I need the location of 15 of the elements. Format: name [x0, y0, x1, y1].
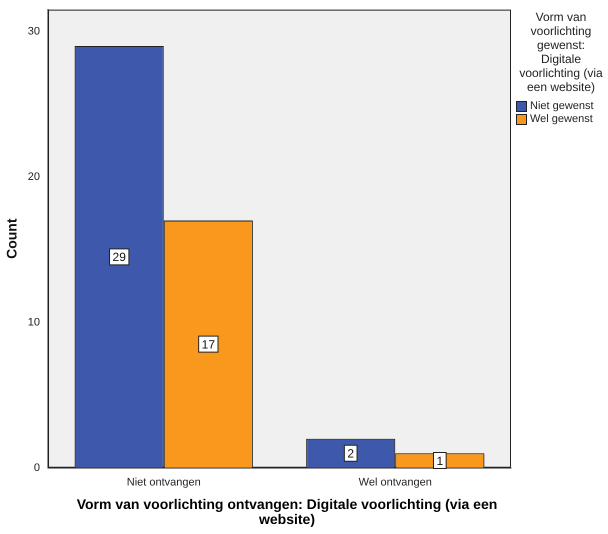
data-label: 2: [347, 446, 354, 461]
y-tick-label: 20: [28, 170, 40, 183]
legend-label: Wel gewenst: [530, 113, 593, 125]
y-tick-label: 10: [28, 316, 40, 328]
data-label: 17: [202, 337, 216, 352]
data-label: 1: [436, 454, 444, 468]
x-tick-label: Niet ontvangen: [126, 476, 201, 488]
legend-title: Vorm van voorlichting gewenst: Digitale voorlichting (via een website): [518, 10, 604, 94]
legend-label: Niet gewenst: [530, 100, 594, 112]
y-axis-title: Count: [3, 218, 20, 259]
data-label: 29: [112, 250, 126, 264]
x-axis-title: Vorm van voorlichting ontvangen: Digitale voorlichting (via een website): [76, 496, 498, 527]
y-tick-label: 0: [34, 462, 40, 474]
y-tick-label: 30: [28, 25, 40, 38]
x-tick-label: Wel ontvangen: [358, 476, 432, 488]
